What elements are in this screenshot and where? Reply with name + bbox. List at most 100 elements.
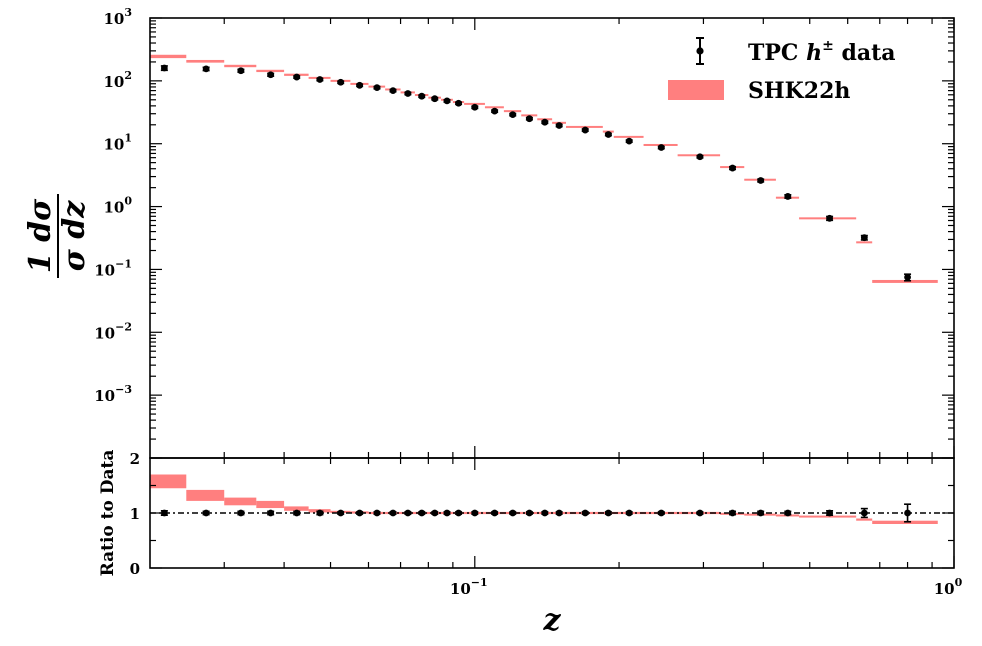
- main-data-point-15: [471, 103, 479, 111]
- ratio-band-bin-0: [150, 474, 187, 489]
- main-band-bin-16: [484, 106, 504, 109]
- main-panel: 10−3 10−2 10−1 100 101 102 103: [94, 6, 955, 459]
- main-data-point-6: [337, 78, 345, 86]
- main-ytick-label-6: 103: [103, 6, 132, 28]
- ratio-data-point-9: [389, 509, 397, 517]
- legend-data-label: TPC h± data: [748, 38, 896, 66]
- legend: TPC h± data SHK22h: [668, 37, 896, 104]
- ratio-data-point-5: [316, 509, 324, 517]
- main-data-point-5: [316, 76, 324, 83]
- main-data-point-25: [696, 153, 704, 161]
- legend-model-label: SHK22h: [748, 78, 850, 104]
- ratio-ytick-label-0: 0: [130, 560, 140, 578]
- ratio-data-point-30: [860, 507, 868, 519]
- main-band-bin-30: [856, 241, 873, 244]
- ratio-data-point-15: [471, 509, 479, 517]
- ratio-data-point-20: [555, 509, 563, 517]
- main-data-point-19: [541, 118, 549, 126]
- main-data-point-8: [373, 84, 381, 92]
- ratio-data-point-17: [509, 509, 517, 517]
- ratio-data-point-19: [541, 509, 549, 517]
- ratio-data-point-3: [267, 509, 275, 517]
- ratio-data-point-24: [657, 509, 665, 517]
- ratio-data-point-10: [404, 509, 412, 517]
- ratio-data-point-11: [418, 509, 426, 517]
- main-data-point-26: [729, 164, 737, 172]
- ratio-band-bin-4: [284, 506, 309, 511]
- x-tick-labels: 10−1 100: [450, 576, 963, 598]
- legend-data-label-var: h: [806, 40, 822, 66]
- ratio-data-point-1: [202, 509, 210, 517]
- main-band-bin-3: [256, 69, 285, 73]
- main-ytick-label-3: 100: [103, 195, 132, 217]
- main-data-point-21: [581, 126, 589, 134]
- main-band-bin-23: [613, 135, 644, 138]
- ratio-ylabel: Ratio to Data: [98, 450, 118, 577]
- ratio-panel: 0 1 2 10−1 100: [130, 450, 963, 598]
- main-ytick-label-0: 10−3: [94, 383, 132, 405]
- ratio-data-point-27: [757, 509, 765, 517]
- main-data-point-22: [604, 131, 612, 138]
- ratio-data-point-21: [581, 509, 589, 517]
- x-tick-label-1: 100: [934, 576, 963, 598]
- ratio-data-point-7: [356, 509, 364, 517]
- ratio-data-point-31: [904, 503, 912, 523]
- x-tick-label-0: 10−1: [450, 576, 488, 598]
- ratio-band-bin-29: [799, 515, 857, 518]
- main-data-point-2: [237, 67, 245, 75]
- ratio-band-bin-30: [856, 518, 873, 521]
- main-band-bin-0: [150, 54, 187, 59]
- main-ytick-label-2: 10−1: [94, 257, 132, 279]
- main-ytick-labels: 10−3 10−2 10−1 100 101 102 103: [94, 6, 132, 405]
- ratio-data-point-6: [337, 509, 345, 517]
- main-band-bin-1: [186, 59, 225, 63]
- ratio-data-point-26: [729, 509, 737, 517]
- main-ytick-label-4: 101: [103, 132, 132, 154]
- main-data-point-0: [160, 64, 168, 72]
- ratio-data-layer: [160, 503, 912, 523]
- ratio-data-point-8: [373, 509, 381, 517]
- ratio-band-bin-1: [186, 489, 225, 501]
- ratio-data-point-13: [443, 509, 451, 517]
- legend-model-swatch: [668, 80, 724, 100]
- ratio-ytick-label-2: 2: [130, 450, 140, 468]
- ratio-data-point-14: [455, 509, 463, 517]
- main-ytick-label-5: 102: [103, 69, 132, 91]
- ratio-band-layer: [150, 474, 938, 524]
- ratio-data-point-25: [696, 509, 704, 517]
- main-band-bin-2: [224, 64, 257, 68]
- main-data-point-24: [657, 144, 665, 151]
- x-axis-label: z: [542, 603, 561, 638]
- legend-data-label-suffix: data: [834, 40, 896, 66]
- main-data-point-7: [356, 81, 364, 89]
- ratio-data-point-23: [625, 509, 633, 517]
- ratio-band-bin-3: [256, 500, 285, 509]
- main-data-point-14: [455, 99, 463, 107]
- legend-data-label-sup: ±: [822, 38, 834, 54]
- ratio-data-point-4: [293, 509, 301, 517]
- ratio-panel-frame: [149, 457, 955, 569]
- main-ticks-layer: [150, 17, 955, 458]
- ratio-data-point-2: [237, 509, 245, 517]
- main-data-point-30: [860, 234, 868, 242]
- ratio-data-point-29: [826, 509, 834, 517]
- ratio-data-point-16: [491, 509, 499, 517]
- legend-data-label-prefix: TPC: [748, 40, 806, 66]
- main-data-point-28: [784, 193, 792, 200]
- main-data-point-4: [293, 73, 301, 81]
- main-ylabel: 1 dσ σ dz: [23, 194, 92, 278]
- main-data-point-20: [555, 122, 563, 129]
- main-ytick-label-1: 10−2: [94, 320, 132, 342]
- legend-entry-model: SHK22h: [668, 78, 850, 104]
- ratio-ytick-labels: 0 1 2: [130, 450, 140, 578]
- main-data-point-3: [267, 71, 275, 79]
- legend-entry-data: TPC h± data: [696, 37, 896, 66]
- ratio-data-point-18: [525, 509, 533, 517]
- main-data-point-1: [202, 65, 210, 73]
- main-data-point-16: [491, 107, 499, 115]
- main-data-point-13: [443, 97, 451, 105]
- main-ylabel-numerator: 1 dσ: [23, 198, 58, 273]
- main-data-point-27: [757, 177, 765, 184]
- ratio-data-point-0: [160, 509, 168, 517]
